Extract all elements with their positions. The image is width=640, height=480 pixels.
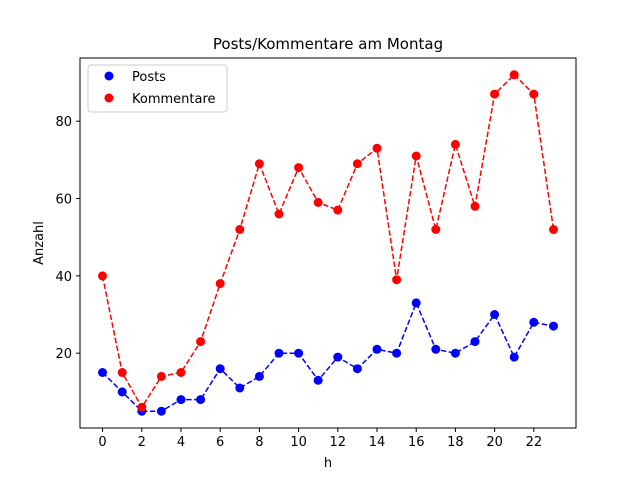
x-tick-label: 8 bbox=[255, 435, 263, 450]
data-point-kommentare bbox=[137, 402, 147, 412]
data-point-kommentare bbox=[274, 209, 284, 219]
y-tick-label: 20 bbox=[55, 347, 72, 362]
y-tick-label: 80 bbox=[55, 115, 72, 130]
data-point-posts bbox=[156, 406, 166, 416]
data-point-kommentare bbox=[98, 271, 107, 281]
y-axis-label: Anzahl bbox=[32, 221, 47, 265]
x-tick-label: 20 bbox=[486, 435, 503, 450]
x-tick-label: 18 bbox=[447, 435, 464, 450]
legend: Posts Kommentare bbox=[87, 64, 228, 113]
data-point-kommentare bbox=[333, 205, 343, 215]
legend-label-kommentare: Kommentare bbox=[132, 92, 216, 107]
legend-marker-posts bbox=[104, 71, 114, 81]
data-point-posts bbox=[254, 371, 264, 381]
data-point-posts bbox=[490, 310, 500, 319]
x-tick-label: 22 bbox=[526, 435, 543, 450]
x-tick-label: 14 bbox=[369, 435, 386, 450]
data-point-posts bbox=[333, 352, 343, 362]
data-point-kommentare bbox=[313, 197, 323, 207]
x-tick-label: 2 bbox=[138, 435, 146, 450]
data-point-kommentare bbox=[549, 225, 558, 234]
data-point-posts bbox=[450, 348, 460, 358]
x-tick-label: 0 bbox=[98, 435, 106, 450]
data-point-kommentare bbox=[450, 139, 460, 149]
data-point-posts bbox=[431, 344, 441, 354]
data-point-kommentare bbox=[490, 89, 500, 99]
series-line-kommentare bbox=[101, 73, 555, 409]
data-point-posts bbox=[235, 383, 245, 393]
data-point-kommentare bbox=[509, 70, 519, 80]
data-point-posts bbox=[549, 321, 558, 331]
data-point-posts bbox=[372, 344, 382, 354]
data-point-posts bbox=[313, 375, 323, 385]
data-point-posts bbox=[411, 298, 421, 308]
data-point-kommentare bbox=[254, 159, 264, 169]
data-point-posts bbox=[274, 348, 284, 358]
axis-ticks: 0 2 4 6 8 10 12 14 16 18 20 22 20 40 60 80 bbox=[55, 115, 542, 450]
legend-marker-kommentare bbox=[104, 93, 114, 103]
x-tick-label: 4 bbox=[177, 435, 185, 450]
series-line-posts bbox=[101, 300, 554, 412]
data-point-kommentare bbox=[372, 143, 382, 153]
data-point-kommentare bbox=[117, 368, 127, 377]
data-point-kommentare bbox=[156, 371, 166, 381]
data-point-posts bbox=[215, 364, 225, 374]
x-tick-label: 16 bbox=[408, 435, 425, 450]
data-point-posts bbox=[176, 395, 186, 405]
y-tick-label: 40 bbox=[55, 270, 72, 285]
data-point-kommentare bbox=[352, 159, 362, 169]
plot-frame bbox=[79, 57, 577, 429]
data-point-posts bbox=[392, 348, 402, 358]
chart-title: Posts/Kommentare am Montag bbox=[213, 35, 443, 53]
x-tick-label: 12 bbox=[330, 435, 347, 450]
data-point-posts bbox=[509, 352, 519, 362]
data-point-posts bbox=[470, 337, 480, 347]
data-point-posts bbox=[117, 387, 127, 397]
data-point-kommentare bbox=[215, 279, 225, 289]
data-point-kommentare bbox=[529, 89, 539, 99]
data-point-posts bbox=[98, 368, 107, 377]
legend-box bbox=[87, 64, 228, 113]
data-point-kommentare bbox=[235, 225, 245, 234]
x-tick-label: 10 bbox=[290, 435, 307, 450]
data-point-kommentare bbox=[470, 201, 480, 211]
data-point-kommentare bbox=[392, 275, 402, 285]
data-point-posts bbox=[196, 395, 206, 405]
data-point-kommentare bbox=[176, 368, 186, 377]
legend-label-posts: Posts bbox=[132, 70, 166, 85]
data-point-kommentare bbox=[196, 337, 206, 347]
data-point-posts bbox=[294, 348, 304, 358]
data-point-kommentare bbox=[294, 163, 304, 173]
data-point-posts bbox=[529, 317, 539, 327]
data-point-kommentare bbox=[411, 151, 421, 161]
data-point-kommentare bbox=[431, 225, 441, 234]
plot-area bbox=[98, 70, 558, 416]
y-tick-label: 60 bbox=[55, 193, 72, 208]
data-point-posts bbox=[352, 364, 362, 374]
x-axis-label: h bbox=[324, 456, 332, 471]
x-tick-label: 6 bbox=[216, 435, 224, 450]
